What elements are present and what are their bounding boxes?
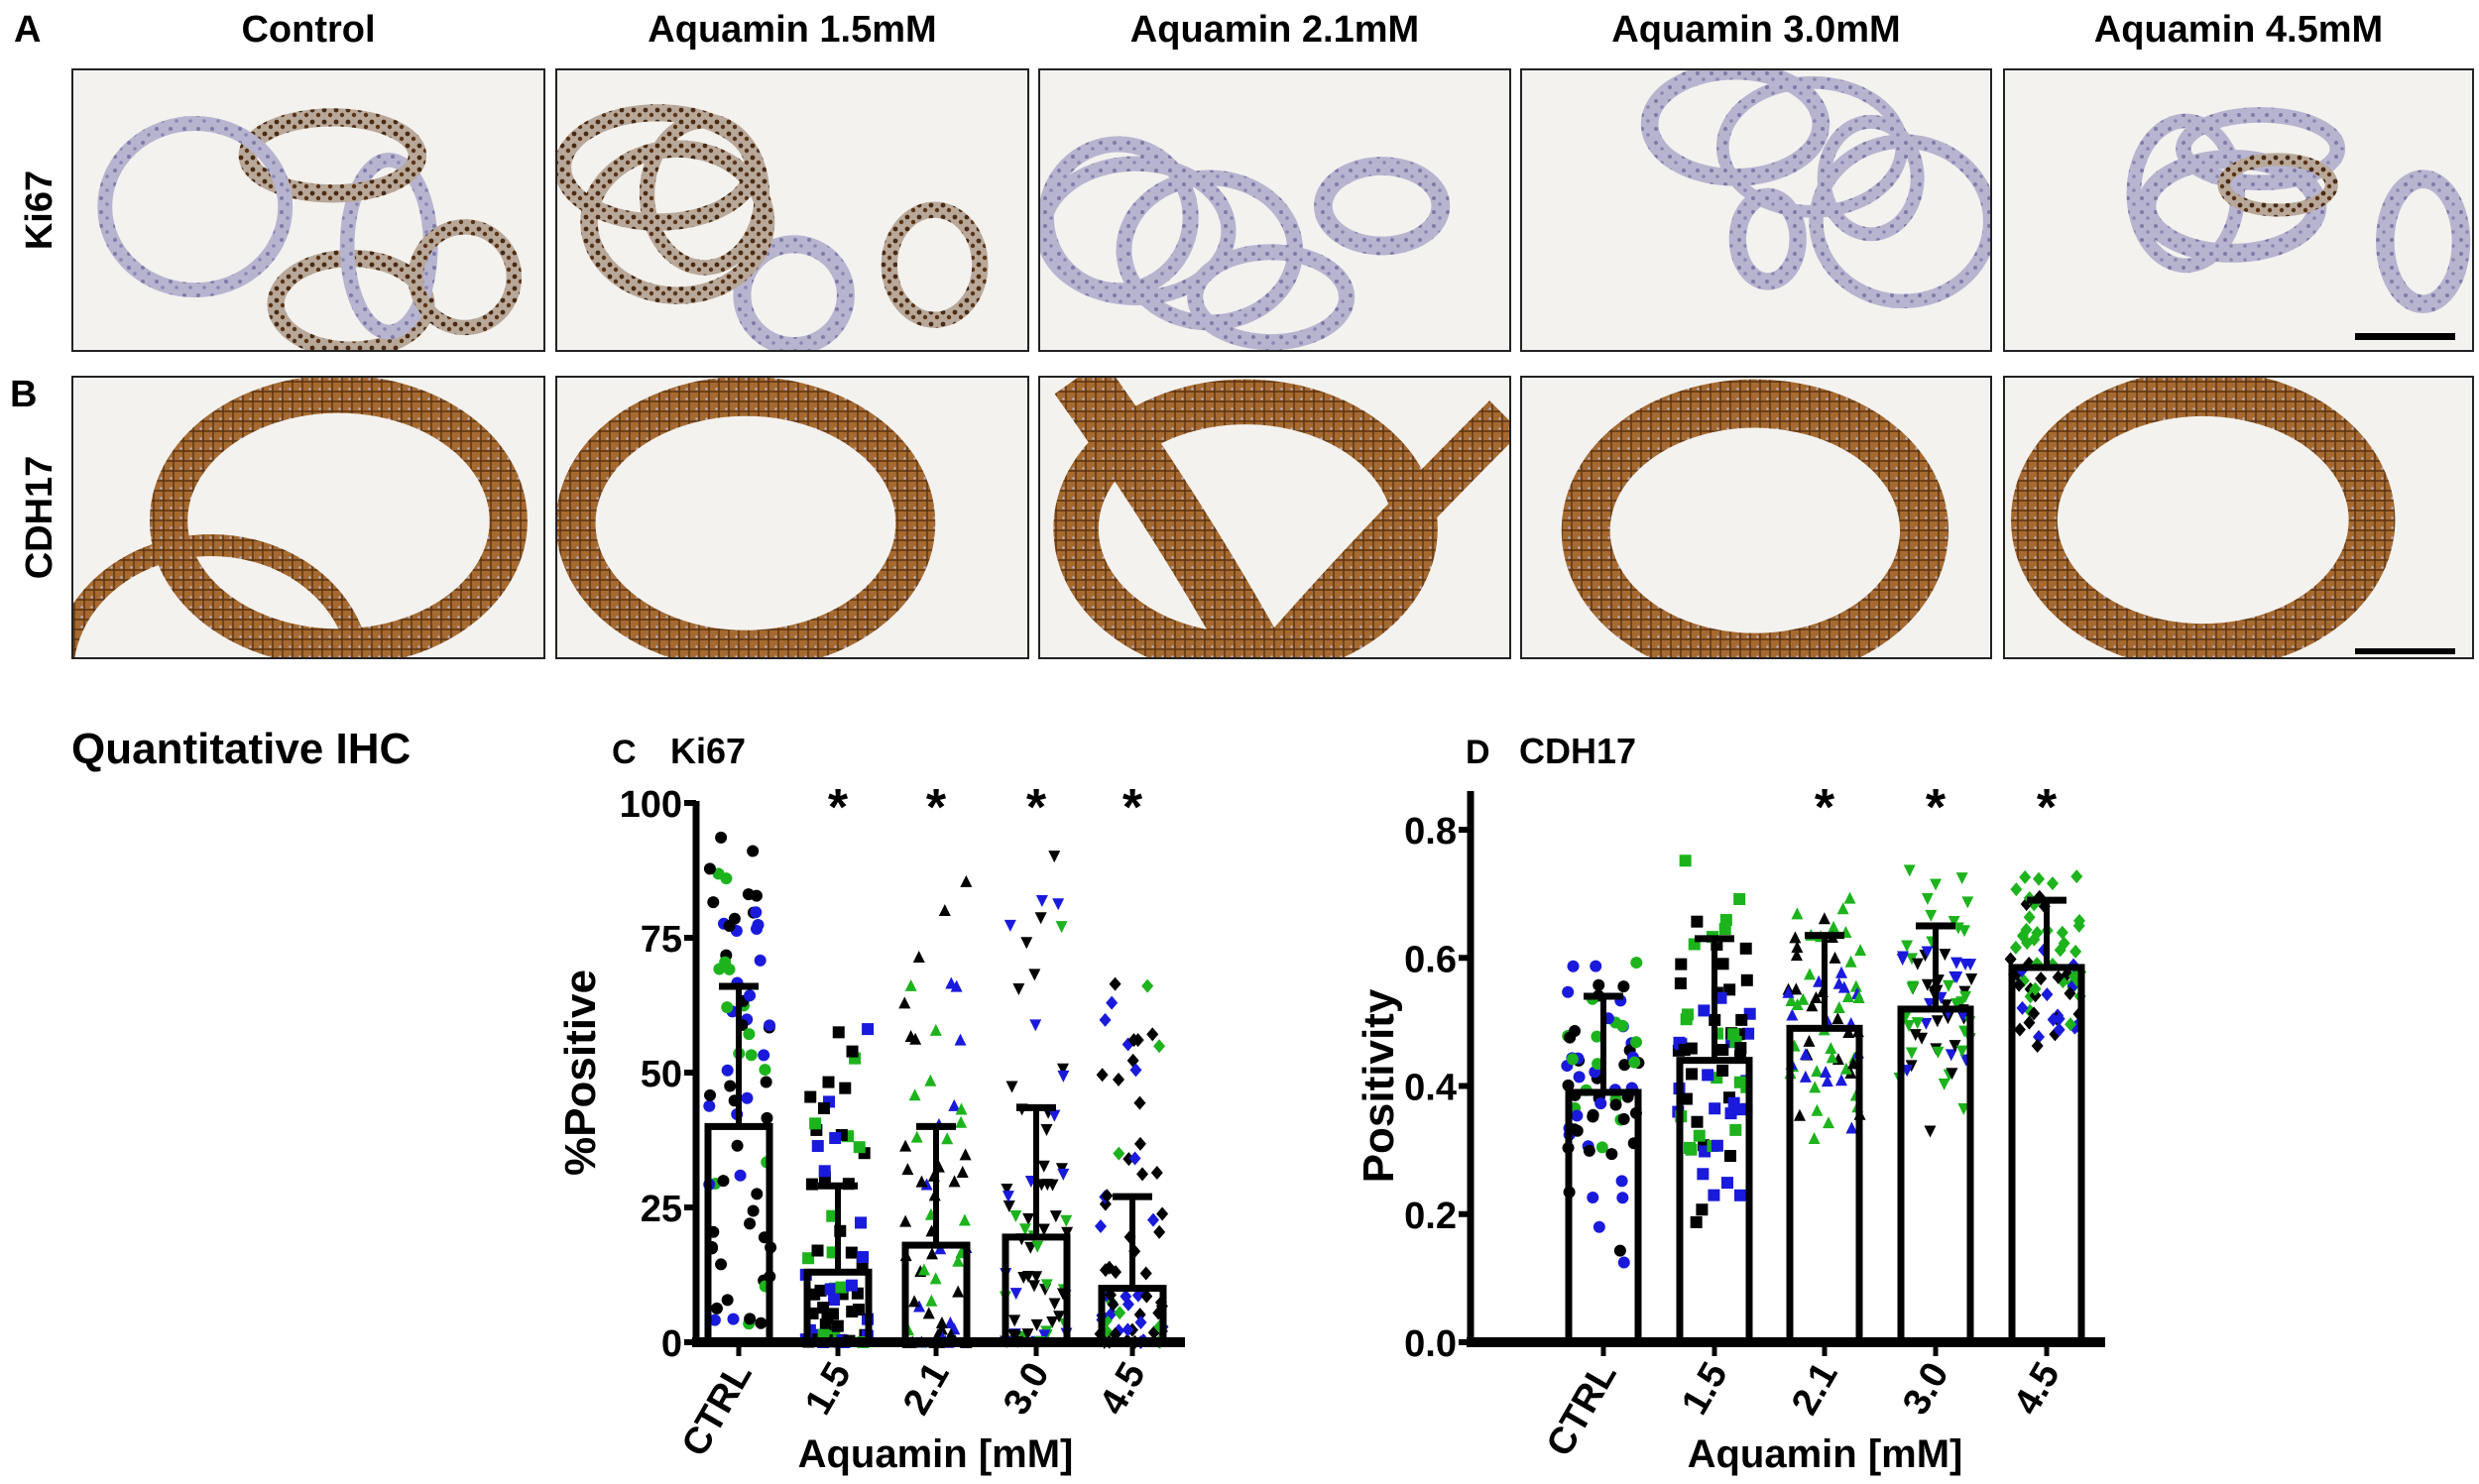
significance-star: *: [1122, 779, 1143, 837]
x-tick-label: 3.0: [996, 1356, 1058, 1423]
y-tick-label: 25: [641, 1189, 682, 1230]
bar-4.5: [1094, 976, 1169, 1349]
significance-star: *: [2037, 779, 2058, 837]
chart-d-title: CDH17: [1519, 731, 1636, 771]
x-axis-label: Aquamin [mM]: [1688, 1432, 1963, 1476]
x-tick-label: 2.1: [895, 1356, 958, 1423]
x-tick-label: 3.0: [1895, 1356, 1957, 1423]
column-header: Aquamin 1.5mM: [648, 9, 936, 51]
scale-bar: [2355, 648, 2455, 654]
x-tick-label: 4.5: [1092, 1356, 1154, 1423]
chart-ki67: 0 25 50 75 100 %Positive CTRL * 1.5 * 2.1 * 3.0 * 4.5 A…: [556, 779, 1185, 1476]
x-axis-label: Aquamin [mM]: [798, 1432, 1074, 1476]
bar-3.0: [999, 851, 1074, 1348]
significance-star: *: [828, 779, 849, 837]
bar-3.0: [1893, 864, 1978, 1346]
scale-bar: [2355, 333, 2455, 340]
micrograph-cdh17: [1038, 376, 1511, 659]
row-label-ki67: Ki67: [19, 171, 60, 250]
x-tick-label: 1.5: [1674, 1356, 1736, 1423]
x-tick-label: 2.1: [1784, 1356, 1846, 1423]
column-header: Aquamin 2.1mM: [1130, 9, 1419, 51]
y-tick-label: 100: [620, 784, 682, 826]
y-tick-label: 75: [641, 919, 682, 961]
bar-1.5: [1672, 855, 1756, 1346]
micrograph-cdh17: [1520, 376, 1992, 659]
panel-letter-b: B: [10, 374, 37, 415]
y-tick-label: 0.4: [1404, 1068, 1457, 1109]
panel-letter-a: A: [14, 9, 41, 51]
y-tick-label: 0.8: [1404, 811, 1457, 853]
bar-1.5: [799, 1023, 875, 1348]
column-header: Aquamin 3.0mM: [1611, 9, 1900, 51]
bar-2.1: [898, 874, 974, 1348]
column-headers: Control Aquamin 1.5mM Aquamin 2.1mM Aquamin…: [241, 9, 2383, 51]
column-header: Aquamin 4.5mM: [2094, 9, 2383, 51]
significance-star: *: [926, 779, 947, 837]
y-tick-label: 50: [641, 1054, 682, 1095]
micrograph-cdh17: [71, 376, 545, 659]
micrograph-cdh17: [2003, 376, 2474, 659]
y-tick-label: 0.2: [1404, 1196, 1457, 1237]
bar-4.5: [2004, 869, 2087, 1346]
panel-letter-d: D: [1466, 734, 1490, 771]
section-title: Quantitative IHC: [71, 725, 411, 773]
y-axis-label: Positivity: [1355, 988, 1403, 1183]
x-tick-label: 1.5: [797, 1356, 860, 1423]
row-label-cdh17: CDH17: [19, 456, 60, 580]
y-tick-label: 0.0: [1404, 1323, 1457, 1365]
y-axis-label: %Positive: [556, 970, 605, 1176]
bar-CTRL: [1561, 957, 1645, 1346]
y-tick-label: 0: [661, 1323, 682, 1365]
micrograph-ki67: [71, 68, 545, 352]
micrograph-ki67: [2003, 68, 2474, 352]
x-tick-label: CTRL: [674, 1356, 761, 1464]
column-header: Control: [241, 9, 375, 51]
chart-cdh17: 0.0 0.2 0.4 0.6 0.8 Positivity CTRL 1.5 * 2.1 * 3.0…: [1355, 779, 2105, 1476]
significance-star: *: [1926, 779, 1947, 837]
micrograph-ki67: [555, 68, 1029, 352]
chart-c-title: Ki67: [670, 731, 746, 771]
x-tick-label: CTRL: [1539, 1356, 1625, 1464]
significance-star: *: [1026, 779, 1047, 837]
bar-2.1: [1782, 891, 1867, 1346]
significance-star: *: [1815, 779, 1835, 837]
bar-CTRL: [703, 831, 777, 1346]
x-tick-label: 4.5: [2006, 1356, 2068, 1423]
micrograph-ki67: [1520, 68, 1992, 352]
y-tick-label: 0.6: [1404, 939, 1457, 980]
panel-letter-c: C: [612, 734, 637, 771]
micrograph-grid: [71, 68, 2474, 659]
micrograph-ki67: [1038, 68, 1511, 352]
micrograph-cdh17: [555, 376, 1029, 659]
